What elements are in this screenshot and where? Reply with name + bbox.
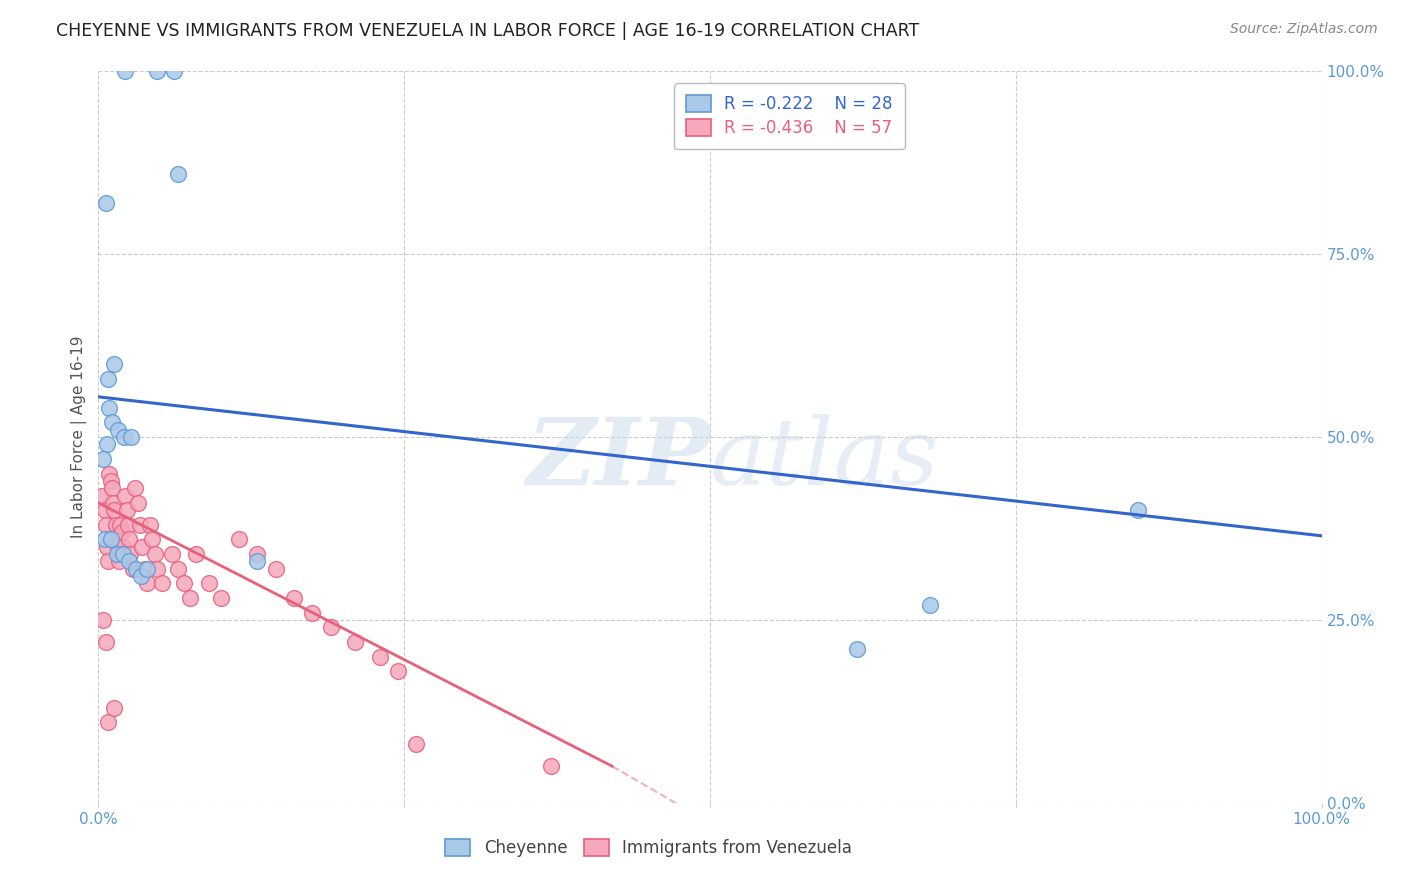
Point — [124, 481, 146, 495]
Text: ZIP: ZIP — [526, 414, 710, 504]
Point — [94, 196, 117, 211]
Point — [96, 540, 118, 554]
Y-axis label: In Labor Force | Age 16-19: In Labor Force | Age 16-19 — [72, 335, 87, 539]
Point — [136, 576, 159, 591]
Point — [139, 517, 162, 532]
Point — [136, 562, 159, 576]
Point — [115, 503, 138, 517]
Point — [129, 569, 152, 583]
Point — [107, 540, 129, 554]
Point — [150, 576, 173, 591]
Point — [103, 700, 125, 714]
Point — [146, 64, 169, 78]
Point — [97, 371, 120, 385]
Point — [104, 517, 127, 532]
Point — [101, 481, 124, 495]
Point — [120, 547, 142, 561]
Point — [111, 547, 134, 561]
Point — [98, 401, 121, 415]
Point — [105, 533, 128, 547]
Point — [114, 64, 136, 78]
Point — [845, 642, 868, 657]
Point — [105, 547, 128, 561]
Point — [197, 576, 219, 591]
Text: CHEYENNE VS IMMIGRANTS FROM VENEZUELA IN LABOR FORCE | AGE 16-19 CORRELATION CHA: CHEYENNE VS IMMIGRANTS FROM VENEZUELA IN… — [56, 22, 920, 40]
Point — [103, 503, 125, 517]
Point — [143, 547, 166, 561]
Point — [246, 547, 269, 561]
Point — [368, 649, 391, 664]
Point — [114, 489, 136, 503]
Point — [163, 64, 186, 78]
Point — [131, 540, 153, 554]
Point — [117, 517, 139, 532]
Point — [319, 620, 342, 634]
Point — [93, 533, 115, 547]
Point — [283, 591, 305, 605]
Point — [141, 533, 163, 547]
Point — [91, 613, 114, 627]
Point — [101, 496, 124, 510]
Point — [167, 167, 190, 181]
Point — [97, 554, 120, 568]
Point — [94, 635, 117, 649]
Point — [129, 517, 152, 532]
Point — [112, 430, 135, 444]
Point — [920, 599, 942, 613]
Point — [108, 554, 131, 568]
Point — [160, 547, 183, 561]
Point — [97, 715, 120, 730]
Point — [264, 562, 287, 576]
Point — [301, 606, 323, 620]
Point — [1128, 503, 1150, 517]
Point — [100, 474, 122, 488]
Point — [186, 547, 208, 561]
Point — [111, 540, 134, 554]
Point — [179, 591, 201, 605]
Point — [103, 357, 125, 371]
Point — [107, 423, 129, 437]
Point — [101, 416, 124, 430]
Point — [540, 759, 562, 773]
Point — [96, 437, 118, 451]
Point — [125, 562, 148, 576]
Point — [94, 517, 117, 532]
Point — [100, 533, 122, 547]
Point — [111, 525, 134, 540]
Legend: Cheyenne, Immigrants from Venezuela: Cheyenne, Immigrants from Venezuela — [439, 832, 859, 864]
Point — [127, 496, 149, 510]
Point — [121, 562, 143, 576]
Point — [246, 554, 269, 568]
Text: atlas: atlas — [710, 414, 939, 504]
Point — [112, 547, 135, 561]
Point — [173, 576, 195, 591]
Point — [110, 517, 132, 532]
Point — [146, 562, 169, 576]
Point — [405, 737, 427, 751]
Point — [134, 562, 156, 576]
Point — [387, 664, 409, 678]
Point — [120, 430, 142, 444]
Text: Source: ZipAtlas.com: Source: ZipAtlas.com — [1230, 22, 1378, 37]
Point — [91, 489, 114, 503]
Point — [228, 533, 250, 547]
Point — [209, 591, 232, 605]
Point — [91, 452, 114, 467]
Point — [167, 562, 190, 576]
Point — [118, 533, 141, 547]
Point — [344, 635, 367, 649]
Point — [93, 503, 115, 517]
Point — [118, 554, 141, 568]
Point — [98, 467, 121, 481]
